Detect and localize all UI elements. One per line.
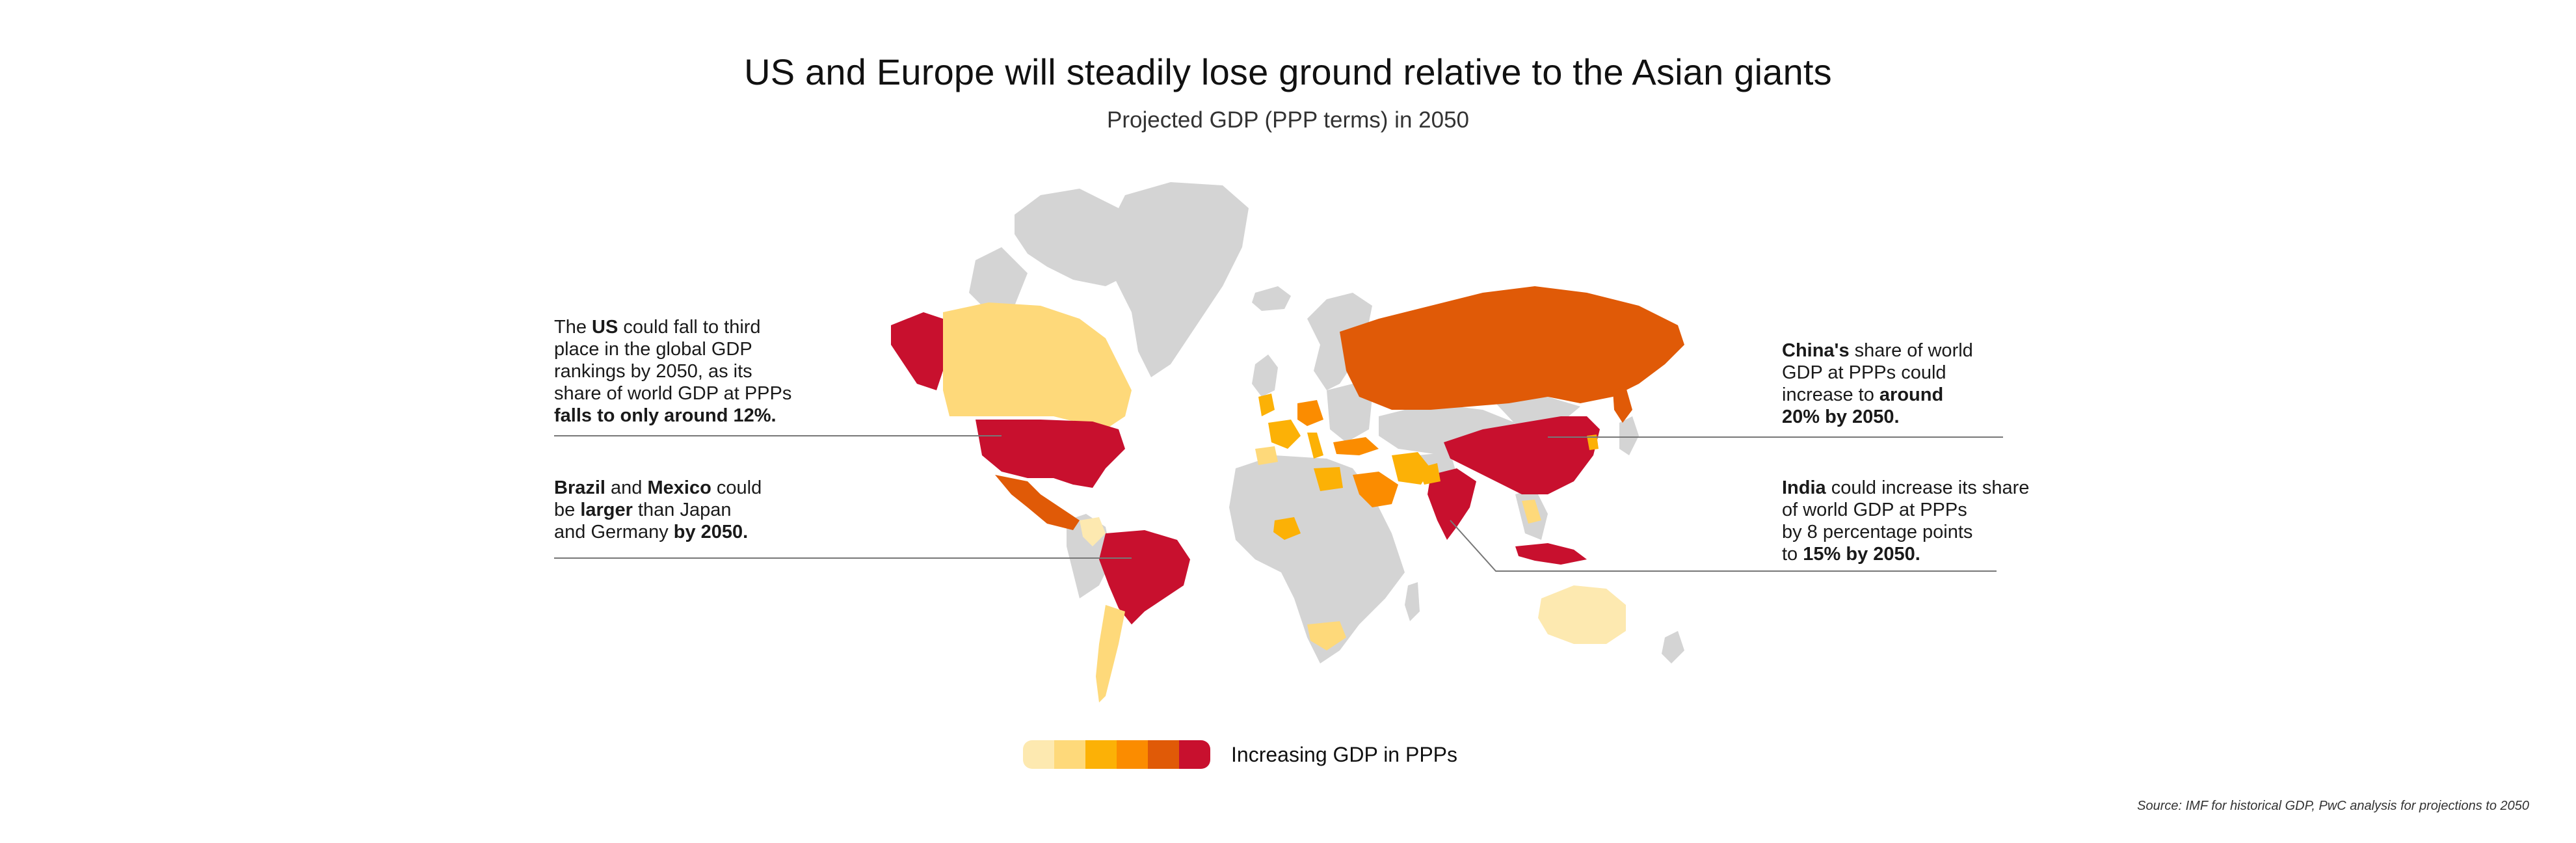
usa bbox=[976, 420, 1125, 488]
turkey bbox=[1333, 437, 1379, 455]
chart-title: US and Europe will steadily lose ground … bbox=[744, 51, 1832, 92]
india-leader-line bbox=[1450, 520, 1997, 572]
mexico bbox=[995, 475, 1080, 530]
brazil bbox=[1099, 530, 1190, 624]
brazil-mexico-annotation: Brazil and Mexico could be larger than J… bbox=[554, 477, 762, 542]
neutral-land bbox=[969, 182, 1684, 663]
russia bbox=[1340, 286, 1684, 410]
spain bbox=[1255, 446, 1278, 465]
legend-swatch-3 bbox=[1085, 740, 1117, 769]
japan-colored bbox=[1613, 387, 1632, 423]
korea bbox=[1587, 435, 1599, 450]
africa bbox=[1229, 455, 1405, 663]
saudi-arabia bbox=[1353, 472, 1398, 507]
egypt bbox=[1314, 467, 1343, 491]
leader-lines bbox=[554, 435, 2003, 572]
italy bbox=[1307, 433, 1323, 459]
legend-label: Increasing GDP in PPPs bbox=[1231, 742, 1458, 766]
eastern-europe bbox=[1327, 384, 1372, 442]
canada bbox=[943, 302, 1132, 429]
legend: Increasing GDP in PPPs bbox=[1023, 740, 1457, 769]
uk bbox=[1252, 355, 1278, 397]
legend-swatch-6 bbox=[1179, 740, 1210, 769]
chart-subtitle: Projected GDP (PPP terms) in 2050 bbox=[1106, 107, 1469, 133]
china bbox=[1444, 416, 1600, 494]
china-annotation: China's share of world GDP at PPPs could… bbox=[1782, 340, 1973, 427]
germany bbox=[1297, 400, 1323, 426]
india bbox=[1427, 468, 1476, 540]
france bbox=[1268, 420, 1301, 449]
alaska bbox=[891, 312, 943, 390]
legend-swatch-2 bbox=[1054, 740, 1085, 769]
pakistan bbox=[1418, 463, 1441, 485]
legend-color-scale bbox=[1023, 740, 1210, 769]
vietnam bbox=[1522, 500, 1541, 524]
japan bbox=[1619, 416, 1639, 455]
madagascar bbox=[1405, 582, 1420, 621]
new-zealand bbox=[1662, 631, 1684, 663]
scandinavia bbox=[1307, 293, 1372, 390]
colombia bbox=[1080, 517, 1106, 546]
south-africa bbox=[1307, 621, 1346, 650]
colored-countries bbox=[891, 286, 1684, 702]
legend-swatch-5 bbox=[1148, 740, 1179, 769]
australia bbox=[1538, 585, 1626, 644]
arctic-islands-2 bbox=[969, 247, 1028, 312]
indonesia bbox=[1515, 543, 1587, 565]
greenland bbox=[1106, 182, 1249, 377]
argentina bbox=[1096, 605, 1125, 702]
source-note: Source: IMF for historical GDP, PwC anal… bbox=[2137, 799, 2529, 813]
us-annotation: The US could fall to third place in the … bbox=[554, 317, 792, 426]
india-annotation: India could increase its share of world … bbox=[1782, 477, 2030, 565]
legend-swatch-1 bbox=[1023, 740, 1054, 769]
nigeria bbox=[1273, 517, 1301, 540]
legend-swatch-4 bbox=[1117, 740, 1148, 769]
iceland bbox=[1252, 286, 1291, 311]
united-kingdom bbox=[1258, 394, 1275, 416]
